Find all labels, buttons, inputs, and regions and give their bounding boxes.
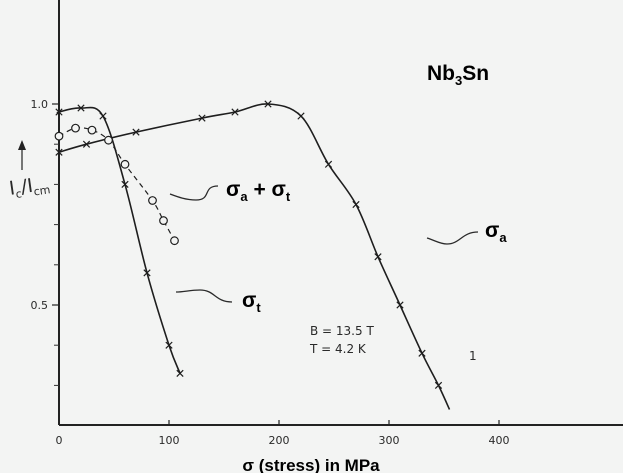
data-point-sigma-t xyxy=(176,369,184,377)
label-sum-a-sub: a xyxy=(240,189,248,204)
data-point-sigma-a xyxy=(55,148,63,156)
label-pointers xyxy=(169,185,479,303)
data-point-sigma-sum xyxy=(71,123,80,133)
y-ticks: 0.5 1.0 xyxy=(31,98,59,386)
data-point-sigma-sum xyxy=(104,135,113,145)
curve-end-label: 1 xyxy=(469,349,477,363)
data-point-sigma-t xyxy=(77,104,85,112)
x-tick-label: 200 xyxy=(269,434,290,447)
data-point-sigma-t xyxy=(99,112,107,120)
data-point-sigma-t xyxy=(55,108,63,116)
condition-field: B = 13.5 T xyxy=(310,324,374,338)
series-line-sigma-t xyxy=(56,106,181,374)
data-point-sigma-a xyxy=(374,253,382,261)
label-t-sub: t xyxy=(256,300,261,315)
y-label-num: I xyxy=(8,177,17,200)
data-point-sigma-sum xyxy=(87,125,97,135)
data-point-sigma-sum xyxy=(148,196,157,205)
data-point-sigma-a xyxy=(297,112,305,120)
data-point-sigma-a xyxy=(396,301,404,309)
label-a-base: σ xyxy=(485,219,499,242)
data-point-sigma-a xyxy=(132,128,140,136)
data-point-sigma-a xyxy=(418,349,426,357)
axes: 0 100 200 300 400 0.5 1.0 xyxy=(31,0,623,447)
data-point-sigma-a xyxy=(434,381,443,390)
y-axis-label: Ic/Icm xyxy=(8,140,51,201)
data-point-sigma-sum xyxy=(120,159,130,169)
data-point-sigma-sum xyxy=(170,236,179,246)
x-tick-label: 0 xyxy=(56,434,63,447)
data-point-sigma-a xyxy=(82,140,91,148)
pointer-sigma-t xyxy=(175,289,233,303)
x-ticks: 0 100 200 300 400 xyxy=(56,420,510,447)
data-point-sigma-t xyxy=(121,180,129,189)
y-tick-label: 0.5 xyxy=(31,299,49,312)
label-sum-b: σ xyxy=(272,178,286,201)
label-sum-a: σ xyxy=(226,178,240,201)
chart-title: Nb3Sn xyxy=(427,62,489,88)
data-point-sigma-sum xyxy=(159,216,168,225)
data-point-sigma-a xyxy=(324,160,333,168)
y-label-den-sub: cm xyxy=(33,183,51,198)
series-line-sigma-a xyxy=(58,103,451,410)
label-sigma-a: σa xyxy=(485,219,507,245)
data-point-sigma-t xyxy=(165,341,173,349)
label-t-base: σ xyxy=(242,289,256,312)
y-label-slash: / xyxy=(19,175,29,198)
series-line-sigma-sum xyxy=(58,127,176,241)
label-sigma-sum: σa + σt xyxy=(226,178,291,204)
data-point-sigma-a xyxy=(264,100,272,108)
y-label-arrowhead xyxy=(18,140,26,150)
pointer-sigma-a xyxy=(426,231,479,245)
title-sub: 3 xyxy=(455,73,462,88)
x-axis-label: σ (stress) in MPa xyxy=(242,456,380,473)
y-label-num-sub: c xyxy=(15,187,23,201)
curves xyxy=(56,103,451,410)
data-point-sigma-a xyxy=(231,108,239,116)
label-sigma-t: σt xyxy=(242,289,261,315)
x-tick-label: 400 xyxy=(489,434,510,447)
condition-temperature: T = 4.2 K xyxy=(309,342,367,356)
y-label-den: I xyxy=(26,175,35,198)
markers xyxy=(54,100,443,390)
data-point-sigma-a xyxy=(352,200,360,209)
label-sum-b-sub: t xyxy=(286,189,291,204)
title-base: Nb xyxy=(427,62,455,85)
title-rest: Sn xyxy=(462,62,489,85)
x-tick-label: 300 xyxy=(379,434,400,447)
data-point-sigma-sum xyxy=(54,131,64,141)
label-sum-plus: + xyxy=(248,178,272,201)
y-tick-label: 1.0 xyxy=(31,98,49,111)
label-a-sub: a xyxy=(499,230,507,245)
x-tick-label: 100 xyxy=(159,434,180,447)
y-label-fraction: Ic/Icm xyxy=(8,172,51,201)
pointer-sum xyxy=(169,185,219,201)
data-point-sigma-t xyxy=(143,269,151,277)
data-point-sigma-a xyxy=(198,114,206,122)
